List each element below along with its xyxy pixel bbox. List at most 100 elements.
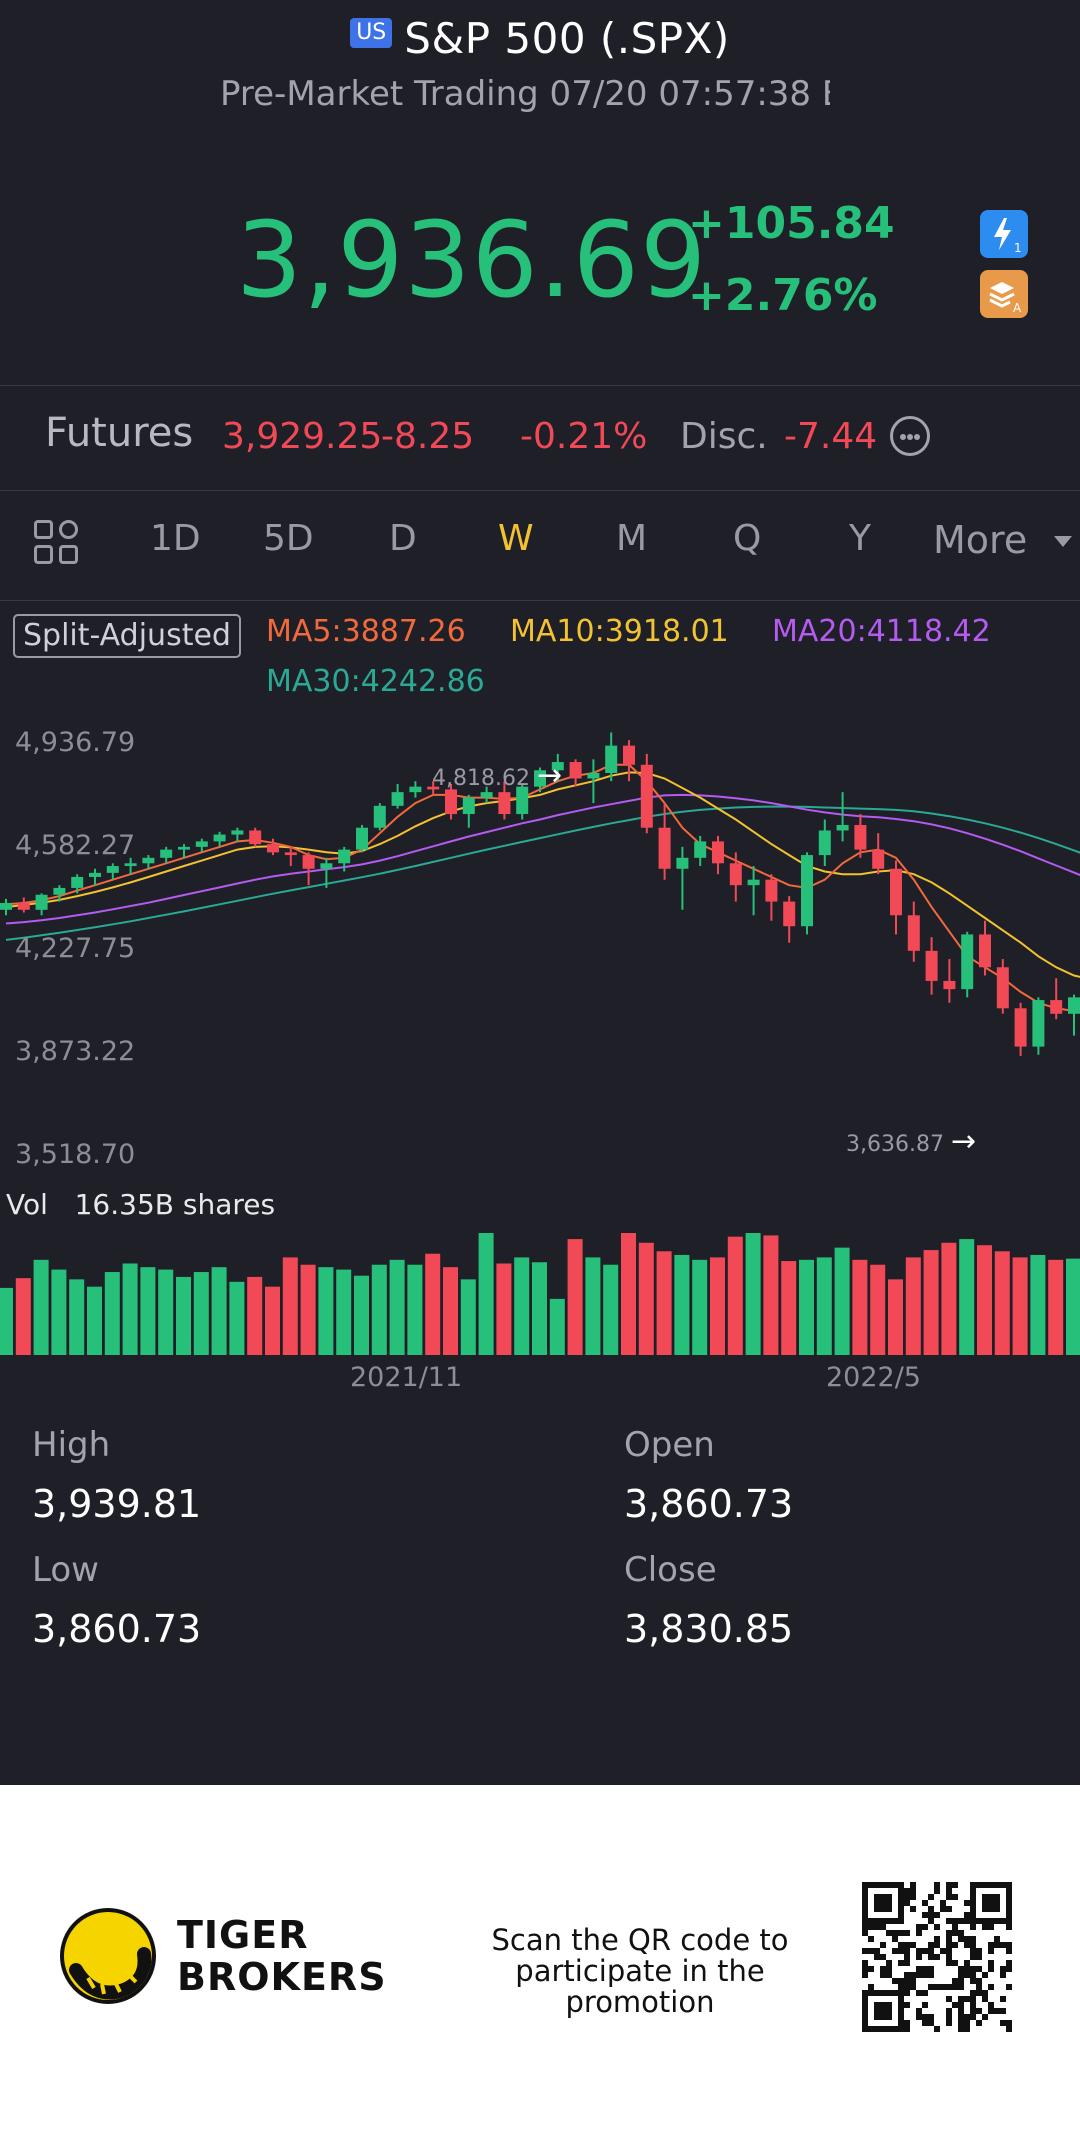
more-options-icon[interactable] [890, 416, 930, 456]
qr-module [1000, 2020, 1006, 2026]
candle-body [765, 879, 778, 902]
qr-module [976, 1882, 982, 1888]
tab-5d[interactable]: 5D [263, 518, 314, 559]
qr-module [928, 1942, 934, 1948]
volume-bar [229, 1281, 245, 1355]
candlestick-chart[interactable] [0, 720, 1080, 1090]
candle-body [356, 827, 368, 850]
tab-q[interactable]: Q [733, 518, 762, 559]
candle-body [231, 830, 244, 835]
chevron-down-icon[interactable] [1054, 536, 1072, 547]
candle-body [284, 852, 297, 856]
volume-chart[interactable] [0, 1230, 1080, 1355]
volume-bar [1012, 1257, 1028, 1355]
volume-bar [336, 1269, 352, 1355]
qr-module [910, 1882, 916, 1888]
candle-body [106, 866, 119, 873]
qr-module [1006, 2026, 1012, 2032]
tiger-logo [60, 1908, 156, 2004]
qr-module [892, 1990, 898, 1996]
candle-body [1068, 997, 1080, 1014]
qr-module [898, 2026, 904, 2032]
arrow-right-icon: → [950, 1124, 977, 1159]
last-price: 3,936.69 [236, 199, 708, 321]
volume-bar [265, 1286, 280, 1355]
qr-module [952, 1882, 958, 1888]
arrow-right-icon: → [536, 758, 563, 793]
qr-module [880, 1954, 886, 1960]
candle-body [338, 849, 351, 864]
qr-module [928, 2014, 934, 2020]
tab-d[interactable]: D [389, 518, 417, 559]
qr-module [904, 1948, 910, 1954]
futures-row[interactable]: Futures 3,929.25 -8.25 -0.21% Disc. -7.4… [0, 410, 1080, 466]
qr-module [928, 1894, 934, 1900]
qr-module [904, 1930, 910, 1936]
qr-module [964, 2020, 970, 2026]
qr-module [952, 1984, 958, 1990]
qr-module [922, 2002, 928, 2008]
layers-badge-icon[interactable]: A [980, 270, 1028, 318]
brand-line-2: BROKERS [177, 1955, 387, 1999]
candle-body [302, 855, 315, 869]
qr-module [880, 1918, 886, 1924]
qr-module [922, 1948, 928, 1954]
qr-module [874, 1894, 880, 1900]
qr-module [934, 2026, 940, 2032]
qr-module [880, 1966, 886, 1972]
qr-module [1006, 1906, 1012, 1912]
qr-module [868, 2026, 874, 2032]
tab-y[interactable]: Y [849, 518, 871, 559]
qr-module [886, 1966, 892, 1972]
lightning-badge-icon[interactable]: 1 [980, 210, 1028, 258]
qr-module [898, 1912, 904, 1918]
qr-module [1006, 1918, 1012, 1924]
candle-body [872, 849, 885, 869]
tab-more[interactable]: More [933, 518, 1028, 562]
qr-module [988, 1948, 994, 1954]
trading-status: Pre-Market Trading 07/20 07:57:38 EDT [220, 74, 830, 114]
qr-module [916, 1924, 922, 1930]
tab-m[interactable]: M [616, 518, 648, 559]
volume-bar [852, 1259, 868, 1355]
qr-module [970, 1918, 976, 1924]
y-axis-label: 4,936.79 [15, 727, 136, 758]
candle-body [160, 849, 173, 858]
qr-module [982, 1924, 988, 1930]
ma10-label: MA10:3918.01 [510, 614, 729, 649]
candle-body [1032, 1000, 1045, 1047]
candle-body [0, 902, 12, 910]
candle-body [907, 915, 920, 951]
volume-bar [959, 1239, 975, 1355]
market-badge: US [350, 17, 393, 48]
y-axis-label: 3,518.70 [15, 1139, 136, 1170]
candle-body [391, 792, 404, 806]
tab-w[interactable]: W [498, 518, 534, 559]
chart-layout-icon[interactable] [34, 520, 80, 566]
qr-module [952, 1978, 958, 1984]
title-row: US S&P 500 (.SPX) [0, 14, 1080, 63]
qr-module [982, 2014, 988, 2020]
tab-1d[interactable]: 1D [150, 518, 201, 559]
qr-module [898, 2002, 904, 2008]
candle-body [747, 879, 760, 886]
qr-module [934, 1954, 940, 1960]
qr-module [862, 1990, 868, 1996]
volume-bar [941, 1242, 957, 1355]
qr-module [910, 1984, 916, 1990]
qr-module [868, 1990, 874, 1996]
qr-module [958, 2008, 964, 2014]
split-adjusted-button[interactable]: Split-Adjusted [13, 614, 241, 658]
volume-bar [443, 1267, 458, 1355]
candle-body [996, 967, 1009, 1009]
volume-bar [585, 1257, 601, 1355]
qr-module [964, 2014, 970, 2020]
close-value: 3,830.85 [624, 1607, 794, 1651]
volume-bar [318, 1267, 334, 1355]
qr-module [862, 2026, 868, 2032]
candle-body [462, 797, 475, 815]
y-axis-label: 4,227.75 [15, 933, 136, 964]
volume-bar [567, 1239, 583, 1355]
qr-module [862, 1894, 868, 1900]
qr-code[interactable] [862, 1882, 1012, 2032]
